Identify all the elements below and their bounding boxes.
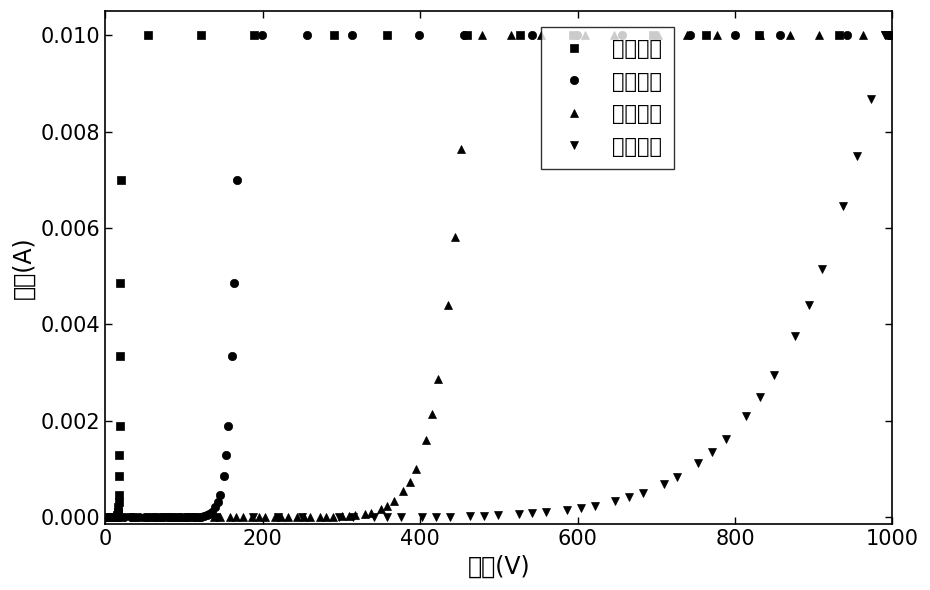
实施例三 bbox=[100, 514, 111, 521]
原有工艺 bbox=[103, 514, 114, 521]
实施例三 bbox=[879, 32, 890, 39]
实施例二 bbox=[842, 32, 853, 39]
原有工艺 bbox=[142, 32, 153, 39]
实施例三 bbox=[886, 32, 897, 39]
实施例三 bbox=[272, 514, 283, 521]
实施例一 bbox=[857, 32, 869, 39]
Legend: 原有工艺, 实施例二, 实施例一, 实施例三: 原有工艺, 实施例二, 实施例一, 实施例三 bbox=[540, 27, 674, 169]
实施例二 bbox=[100, 514, 111, 521]
原有工艺 bbox=[887, 32, 898, 39]
实施例三 bbox=[526, 510, 538, 517]
原有工艺 bbox=[108, 514, 119, 521]
实施例二 bbox=[887, 32, 898, 39]
实施例一 bbox=[100, 514, 111, 521]
Line: 原有工艺: 原有工艺 bbox=[101, 31, 897, 522]
实施例一 bbox=[299, 514, 310, 521]
Line: 实施例三: 实施例三 bbox=[101, 31, 897, 522]
实施例三 bbox=[884, 32, 895, 39]
实施例一 bbox=[887, 32, 898, 39]
原有工艺 bbox=[106, 514, 117, 521]
Line: 实施例一: 实施例一 bbox=[101, 31, 897, 522]
实施例三 bbox=[368, 514, 379, 521]
实施例二 bbox=[173, 514, 184, 521]
实施例一 bbox=[224, 514, 235, 521]
Y-axis label: 电流(A): 电流(A) bbox=[11, 237, 35, 299]
原有工艺 bbox=[567, 32, 578, 39]
实施例二 bbox=[154, 514, 166, 521]
实施例一 bbox=[246, 514, 258, 521]
实施例二 bbox=[146, 514, 157, 521]
Line: 实施例二: 实施例二 bbox=[101, 31, 897, 522]
实施例一 bbox=[179, 514, 191, 521]
原有工艺 bbox=[100, 514, 111, 521]
原有工艺 bbox=[833, 32, 844, 39]
实施例一 bbox=[711, 32, 722, 39]
实施例三 bbox=[417, 513, 428, 520]
实施例三 bbox=[887, 32, 898, 39]
实施例一 bbox=[476, 32, 487, 39]
原有工艺 bbox=[105, 514, 116, 521]
实施例二 bbox=[129, 514, 140, 521]
X-axis label: 电压(V): 电压(V) bbox=[468, 555, 530, 579]
实施例二 bbox=[617, 32, 628, 39]
实施例二 bbox=[256, 32, 267, 39]
